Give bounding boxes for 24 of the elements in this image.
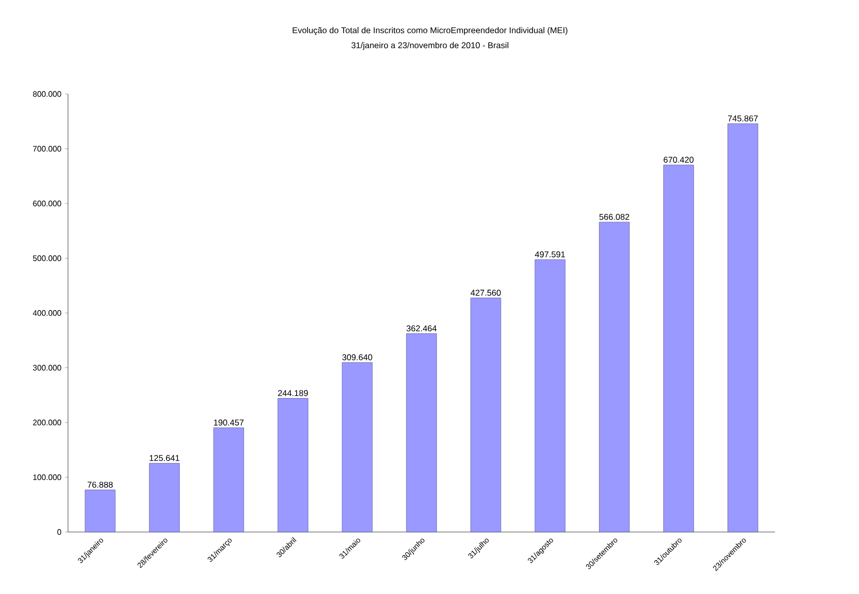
data-label: 566.082 <box>599 214 630 220</box>
bar <box>599 222 630 532</box>
data-label: 670.420 <box>664 156 694 163</box>
bar <box>213 428 244 532</box>
data-label: 76.888 <box>88 482 113 488</box>
bar <box>84 490 116 532</box>
chart-subtitle: 31/janeiro a 23/novembro de 2010 - Brasil <box>351 42 508 50</box>
data-label: 309.640 <box>342 354 372 360</box>
chart-title: Evolução do Total de Inscritos como MicroEmpreendedor Individual (MEI) <box>292 27 568 35</box>
data-label: 497.591 <box>534 251 565 258</box>
bar <box>534 259 566 532</box>
data-label: 745.867 <box>728 115 758 122</box>
bar <box>278 398 308 532</box>
bar <box>728 123 758 532</box>
bar <box>149 463 180 532</box>
bar <box>663 164 694 532</box>
bar <box>342 362 373 532</box>
data-label: 125.641 <box>150 455 180 462</box>
data-label: 244.189 <box>278 390 308 396</box>
bar <box>470 298 502 532</box>
bar <box>406 333 437 532</box>
data-label: 362.464 <box>406 325 437 332</box>
data-label: 427.560 <box>470 290 501 296</box>
data-label: 190.457 <box>214 420 244 426</box>
